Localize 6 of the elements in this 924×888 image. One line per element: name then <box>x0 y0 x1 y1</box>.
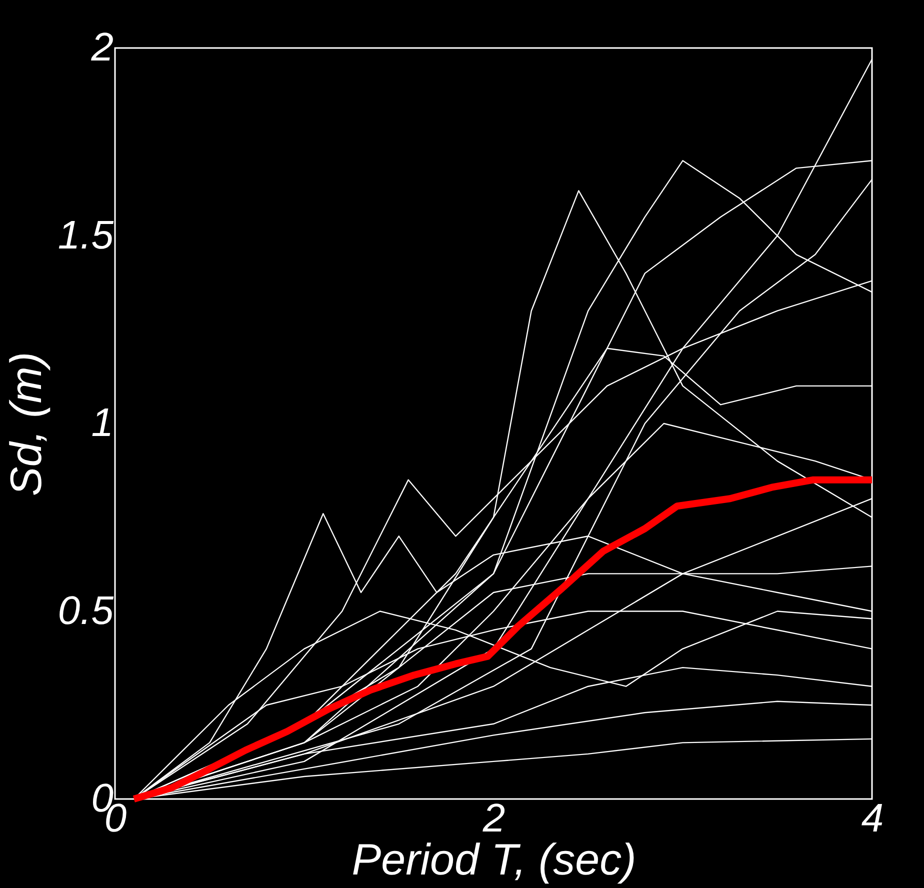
y-tick-label: 0.5 <box>58 588 114 633</box>
y-tick-label: 1.5 <box>58 213 114 258</box>
y-axis-title: Sd, (m) <box>2 352 51 496</box>
x-tick-label: 4 <box>861 796 884 840</box>
y-tick-label: 2 <box>90 26 114 70</box>
y-tick-label: 1 <box>91 401 114 445</box>
